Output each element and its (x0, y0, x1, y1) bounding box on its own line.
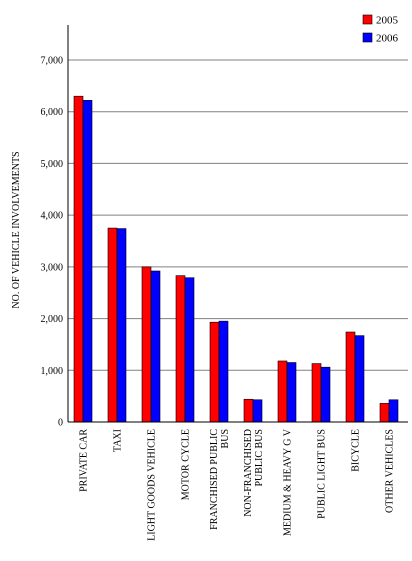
bar-2005 (311, 363, 322, 423)
category-label: PRIVATE CAR (79, 429, 90, 492)
legend-swatch-2005 (362, 14, 373, 25)
bar-2006 (82, 100, 93, 423)
bar-2005 (107, 227, 118, 423)
bar-2005 (209, 321, 220, 423)
y-tick-label: 4,000 (41, 211, 64, 222)
category-label: OTHER VEHICLES (385, 429, 396, 513)
bar-2006 (184, 277, 195, 423)
category-label: MOTOR CYCLE (181, 429, 192, 500)
bar-2005 (345, 331, 356, 423)
legend-label-2006: 2006 (376, 33, 399, 45)
category-label: FRANCHISED PUBLICBUS (209, 429, 231, 530)
y-tick-label: 3,000 (41, 262, 64, 273)
bar-2005 (141, 266, 152, 423)
category-labels: PRIVATE CAR TAXI LIGHT GOODS VEHICLE MOTOR … (79, 428, 396, 541)
y-tick-label: 7,000 (41, 56, 64, 67)
bar-2005 (277, 360, 288, 423)
bar-2006 (116, 228, 127, 423)
y-tick-label: 0 (58, 418, 63, 429)
bar-2006 (150, 270, 161, 423)
legend-label-2005: 2005 (376, 15, 399, 27)
legend: 2005 2006 (362, 14, 399, 45)
category-label: MEDIUM & HEAVY G V (283, 428, 294, 536)
bar-2005 (243, 398, 254, 423)
y-axis-label: NO. OF VEHICLE INVOLVEMENTS (11, 151, 22, 308)
bar-2005 (73, 95, 84, 423)
bar-2006 (388, 399, 399, 423)
category-label: TAXI (113, 429, 124, 452)
axes (67, 25, 408, 423)
category-label: NON-FRANCHISEDPUBLIC BUS (243, 429, 265, 517)
bar-2006 (252, 399, 263, 423)
y-tick-label: 1,000 (41, 366, 64, 377)
bars (73, 95, 399, 423)
bar-2006 (218, 320, 229, 423)
category-label: PUBLIC LIGHT BUS (317, 429, 328, 519)
bar-2005 (379, 403, 390, 423)
y-tick-label: 6,000 (41, 107, 64, 118)
bar-2006 (320, 366, 331, 423)
y-tick-labels: 0 1,000 2,000 3,000 4,000 5,000 6,000 7,000 (41, 56, 64, 429)
bar-2006 (286, 362, 297, 423)
legend-swatch-2006 (362, 32, 373, 43)
category-label: LIGHT GOODS VEHICLE (147, 429, 158, 541)
bar-2006 (354, 335, 365, 423)
y-tick-label: 5,000 (41, 159, 64, 170)
bar-2005 (175, 275, 186, 423)
category-label: BICYCLE (351, 429, 362, 472)
y-tick-label: 2,000 (41, 314, 64, 325)
